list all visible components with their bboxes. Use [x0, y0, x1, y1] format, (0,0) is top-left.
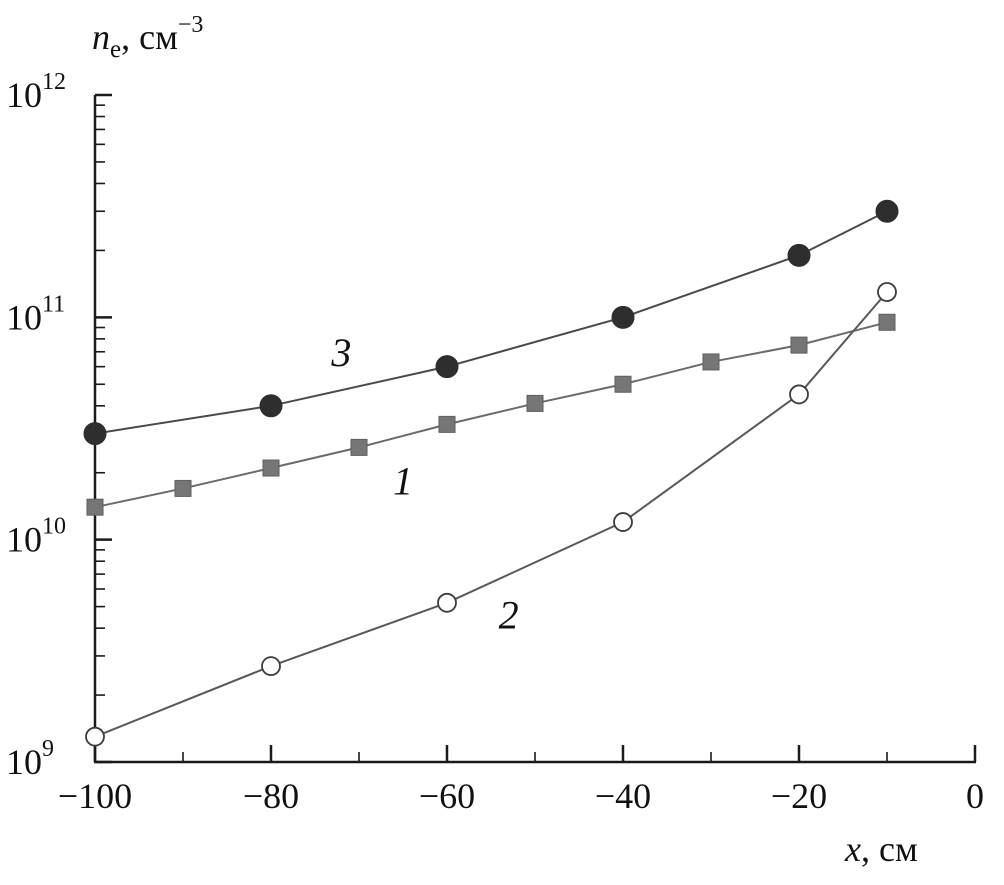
x-title-units: , см: [860, 829, 918, 869]
y-tick-label: 1012: [6, 69, 66, 115]
series-1-marker: [526, 394, 544, 412]
series-2-marker: [789, 384, 809, 405]
y-title-symbol: n: [92, 17, 110, 57]
series-1-marker: [262, 459, 280, 477]
series-1-marker: [350, 438, 368, 456]
series-2-marker: [261, 656, 281, 676]
series-2-marker: [613, 512, 633, 532]
x-tick-label: −40: [595, 776, 651, 816]
x-tick-label: −100: [58, 776, 132, 816]
axes-group: [93, 93, 977, 764]
series-2-line: [94, 291, 888, 738]
series-1-marker: [86, 498, 104, 516]
series-2-marker: [437, 592, 457, 613]
series-3-marker: [787, 243, 811, 267]
y-tick-label: 1010: [6, 514, 66, 560]
x-tick-label: −80: [243, 776, 299, 816]
series-3-marker: [259, 394, 283, 418]
y-tick-label: 109: [6, 736, 54, 782]
labels-group: −100 −80 −60 −40 −20 0 109 1010 1011 1012 1 2 3: [6, 69, 984, 816]
series-1-marker: [702, 353, 720, 371]
y-tick-label: 1011: [6, 291, 65, 337]
series-3-marker: [83, 422, 107, 446]
x-axis-title: x, см: [845, 828, 918, 870]
series-3-marker: [611, 305, 635, 329]
x-tick-label: 0: [966, 776, 984, 816]
x-title-symbol: x: [845, 829, 861, 869]
series-1-marker: [174, 479, 192, 497]
series-1-marker: [790, 336, 808, 354]
x-tick-label: −20: [771, 776, 827, 816]
series-2-marker: [877, 282, 897, 302]
y-title-subscript: e: [110, 36, 122, 64]
series-2-marker: [85, 726, 105, 747]
y-title-exponent: −3: [177, 12, 204, 38]
series-group: [83, 199, 899, 747]
x-tick-label: −60: [419, 776, 475, 816]
series-1-marker: [878, 313, 896, 331]
series-1-line: [94, 321, 888, 509]
series-3-line: [94, 210, 888, 435]
series-3-marker: [435, 355, 459, 379]
series-3-marker: [875, 199, 899, 223]
series-1-marker: [438, 415, 456, 433]
y-title-units: , см: [121, 17, 178, 57]
curve-label-1: 1: [393, 458, 413, 503]
curve-label-2: 2: [499, 593, 519, 638]
y-axis-title: ne, см−3: [92, 12, 203, 64]
series-1-marker: [614, 375, 632, 393]
curve-label-3: 3: [330, 330, 351, 375]
